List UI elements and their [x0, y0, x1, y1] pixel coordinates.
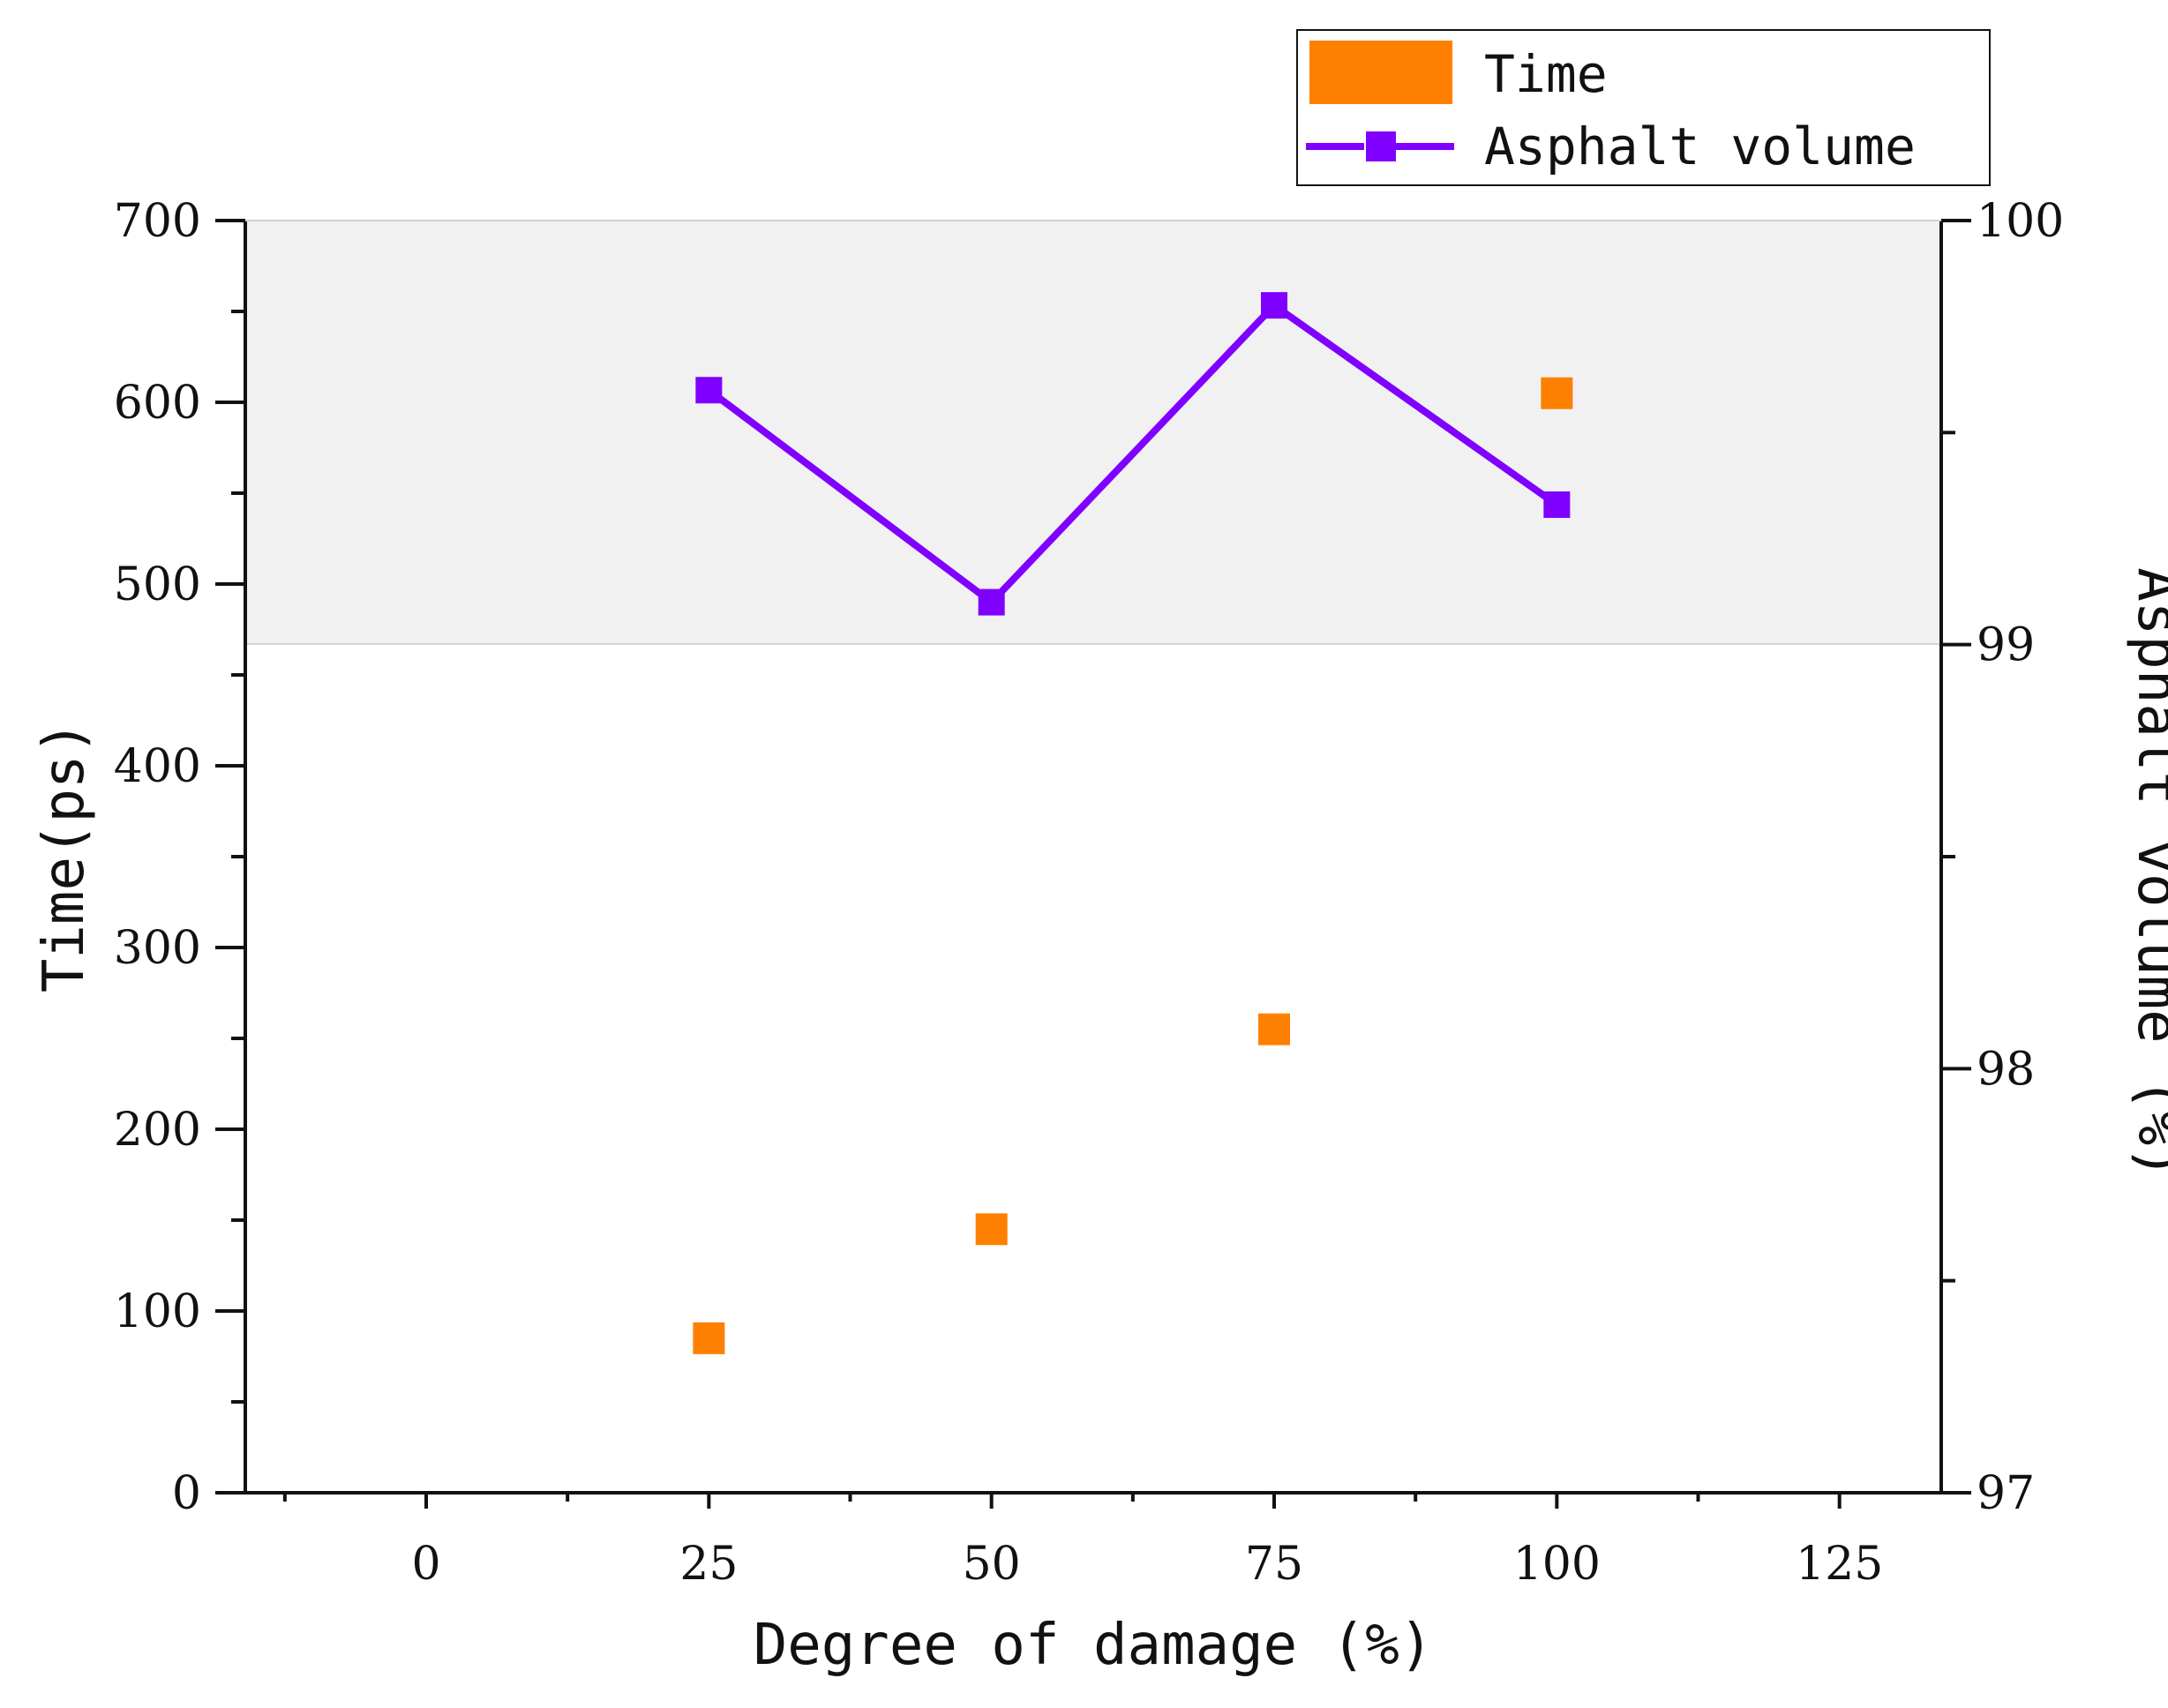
x-tick-label: 100 — [1513, 1538, 1601, 1591]
left-y-tick-label: 700 — [114, 195, 201, 248]
left-y-tick-label: 100 — [114, 1285, 201, 1338]
right-y-tick-label: 100 — [1977, 195, 2064, 248]
highlight-band — [244, 220, 1942, 645]
time-marker — [1258, 1013, 1291, 1045]
asphalt-volume-marker — [1543, 491, 1571, 519]
asphalt-volume-marker — [978, 588, 1005, 616]
x-tick-label: 75 — [1245, 1538, 1303, 1591]
right-y-tick-label: 99 — [1977, 619, 2035, 672]
left-y-axis-label: Time(ps) — [32, 721, 97, 993]
x-axis-label: Degree of damage (%) — [754, 1613, 1434, 1678]
legend-asphalt-marker — [1366, 131, 1396, 161]
legend: Time Asphalt volume — [1296, 29, 1991, 186]
asphalt-volume-marker — [695, 377, 723, 404]
left-y-tick-label: 600 — [114, 377, 201, 430]
left-y-tick-label: 200 — [114, 1104, 201, 1157]
asphalt-volume-marker — [1261, 292, 1288, 319]
legend-time-label: Time — [1484, 44, 1608, 104]
left-y-tick-label: 300 — [114, 922, 201, 975]
time-marker — [975, 1213, 1008, 1246]
right-y-tick-label: 97 — [1977, 1467, 2035, 1520]
x-tick-label: 25 — [679, 1538, 738, 1591]
plot-layer: 0 25 50 75 100 125 0 100 200 300 400 500 600 700 97 98 9… — [32, 195, 2168, 1678]
left-y-tick-label: 400 — [114, 740, 201, 793]
right-y-axis-label: Asphalt volume (%) — [2125, 567, 2168, 1180]
x-tick-label: 0 — [411, 1538, 440, 1591]
time-marker — [1541, 377, 1573, 409]
legend-asphalt-label: Asphalt volume — [1484, 116, 1916, 176]
left-y-tick-label: 500 — [114, 558, 201, 611]
time-marker — [693, 1322, 725, 1354]
asphalt-volume-line — [705, 302, 1561, 606]
left-y-tick-label: 0 — [172, 1467, 201, 1520]
x-tick-label: 50 — [963, 1538, 1021, 1591]
right-y-tick-label: 98 — [1977, 1043, 2035, 1096]
x-tick-label: 125 — [1796, 1538, 1883, 1591]
legend-time-swatch — [1309, 41, 1452, 104]
